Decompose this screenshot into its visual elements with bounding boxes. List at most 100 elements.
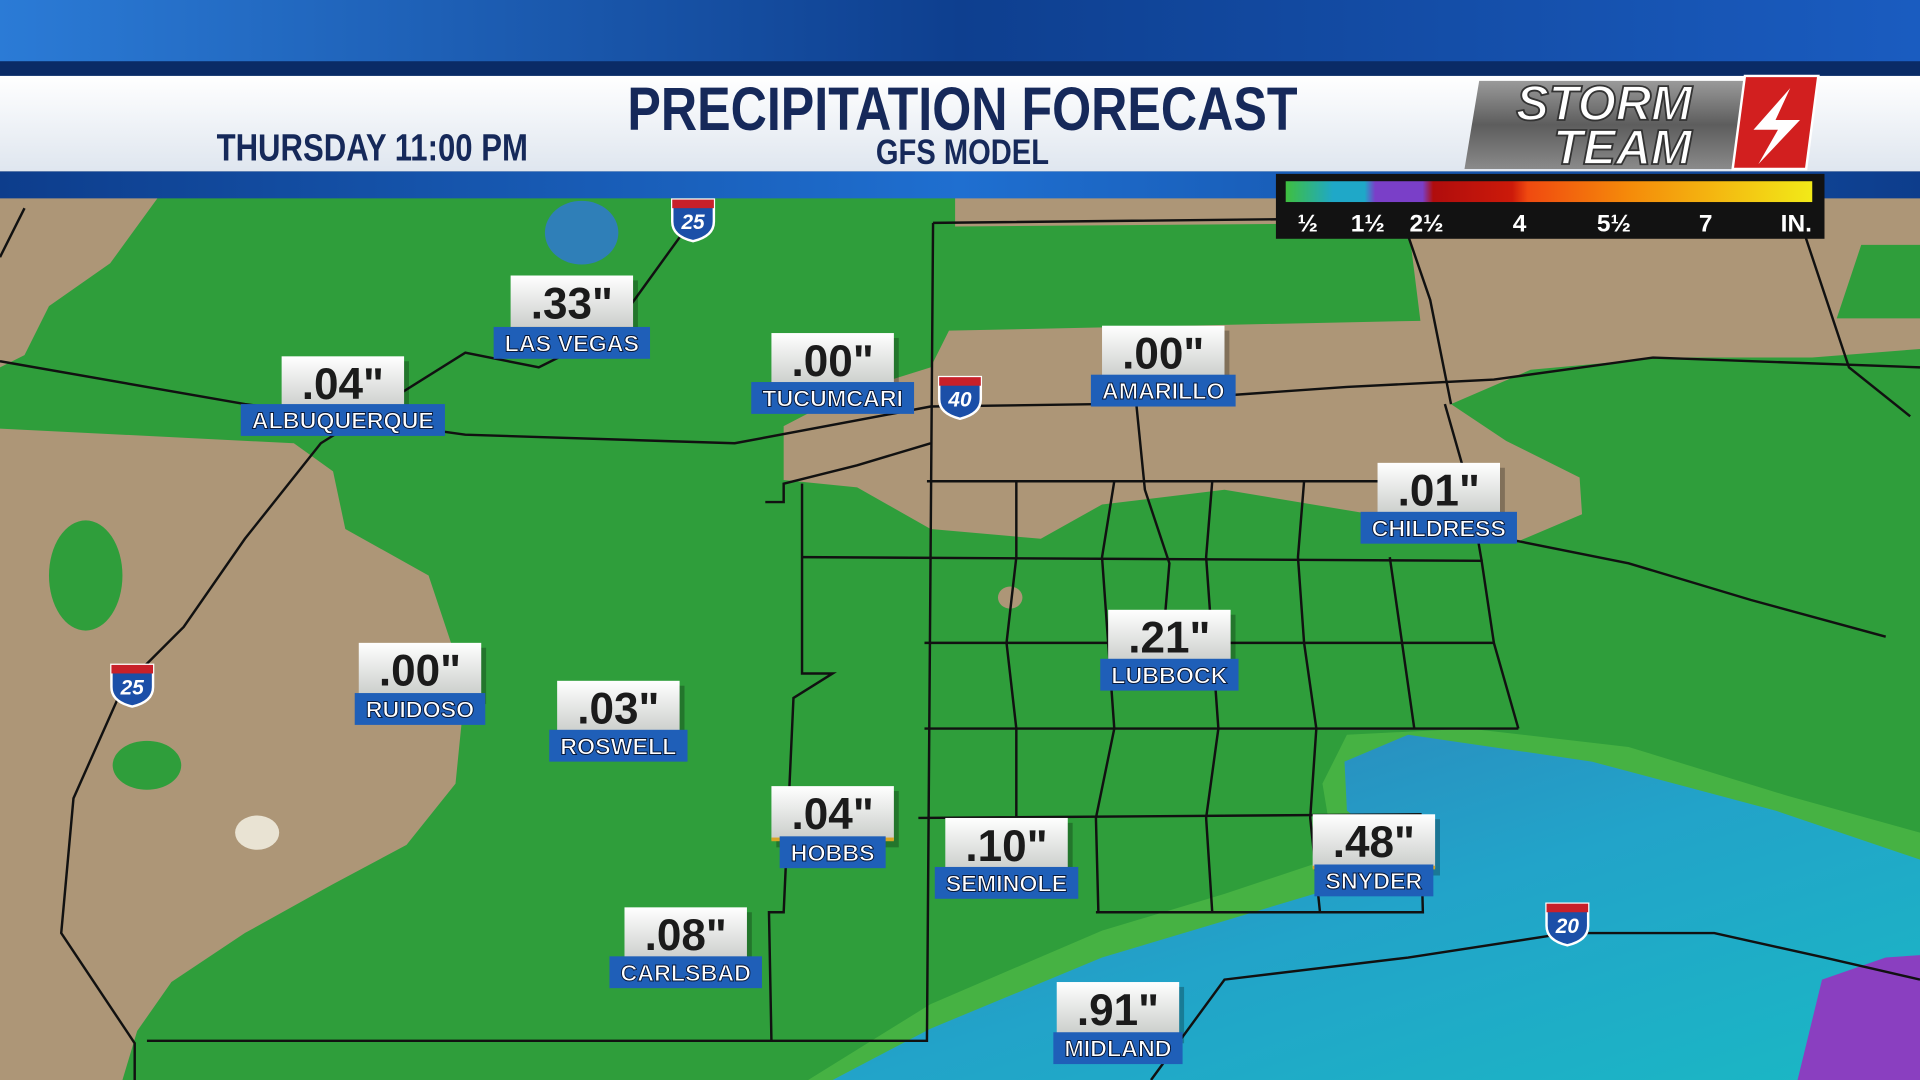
logo-text: STORM (1516, 77, 1693, 131)
amount: .04" (792, 790, 874, 839)
name-box (779, 836, 886, 869)
shield-shape (937, 375, 983, 421)
city-label: .00"TUCUMCARI (751, 333, 915, 414)
shield-shape (1545, 902, 1590, 947)
city-label: .33"LAS VEGAS (493, 275, 651, 359)
amount: .08" (645, 911, 727, 960)
amount: .21" (1128, 614, 1210, 663)
shield-number: 25 (120, 676, 145, 699)
shield-top (939, 377, 981, 386)
heavy-area (1797, 955, 1920, 1080)
logo-plate (1464, 80, 1745, 169)
name-box (493, 326, 651, 359)
amount-box (1377, 462, 1500, 517)
header-band (0, 61, 1920, 76)
city-name: SNYDER (1325, 868, 1422, 894)
logo-text: TEAM (1553, 121, 1693, 175)
name-box (609, 956, 762, 989)
city-label: .04"HOBBS (771, 786, 899, 869)
city-label: .00"RUIDOSO (354, 642, 487, 725)
land-green (112, 740, 182, 790)
amount-box (1108, 609, 1231, 664)
amount-box (510, 275, 634, 330)
logo: STORM TEAM (1464, 74, 1820, 176)
legend-bar (1285, 181, 1813, 203)
city-label: .48"SNYDER (1312, 814, 1440, 897)
name-box (354, 693, 486, 725)
amount: .91" (1077, 986, 1159, 1035)
city-label: .91"MIDLAND (1053, 982, 1185, 1065)
city-label: .21"LUBBOCK (1100, 609, 1239, 691)
forecast-time: THURSDAY 11:00 PM (217, 128, 528, 170)
name-box (1090, 374, 1236, 407)
amount: .48" (1333, 818, 1415, 867)
name-box (549, 729, 688, 762)
amount: .33" (531, 279, 613, 328)
amount-box (945, 817, 1068, 872)
city-name: CHILDRESS (1372, 515, 1506, 541)
city-name: ROSWELL (560, 733, 676, 759)
amount: .04" (302, 360, 384, 409)
shield-top (111, 664, 154, 674)
city-label: .00"AMARILLO (1090, 325, 1236, 407)
title: PRECIPITATION FORECAST (627, 74, 1297, 143)
map (0, 183, 1920, 1080)
amount: .00" (379, 647, 461, 696)
amount-box (624, 907, 747, 962)
city-name: HOBBS (791, 840, 875, 866)
name-box (1314, 864, 1434, 897)
legend-label: 1½ (1351, 210, 1385, 237)
dry-area (0, 195, 160, 368)
amount-box (1102, 325, 1225, 380)
name-box (1360, 511, 1517, 544)
city-name: MIDLAND (1064, 1036, 1171, 1062)
amount-box (1312, 814, 1436, 869)
legend: ½ 1½ 2½ 4 5½ 7 IN. (1275, 173, 1825, 239)
dry-area (997, 586, 1023, 609)
subtitle: GFS MODEL (876, 132, 1049, 171)
amount: .10" (965, 822, 1047, 871)
name-box (751, 382, 915, 414)
city-name: LUBBOCK (1111, 662, 1227, 688)
amount-box (1056, 982, 1180, 1036)
name-box (240, 404, 445, 436)
legend-label: IN. (1781, 210, 1812, 237)
interstate-shield: 25 (110, 663, 155, 708)
legend-label: 5½ (1597, 210, 1631, 237)
amount-box (771, 333, 894, 387)
city-name: AMARILLO (1102, 378, 1225, 404)
name-box (934, 866, 1079, 899)
amount-box (281, 356, 405, 411)
amount: .00" (1122, 330, 1204, 379)
amount: .00" (792, 337, 874, 386)
city-label: .04"ALBUQUERQUE (240, 356, 445, 436)
shield-number: 25 (680, 211, 705, 234)
interstate-shield: 40 (937, 375, 983, 421)
city-labels: .33"LAS VEGAS.04"ALBUQUERQUE.00"TUCUMCAR… (240, 275, 1517, 1065)
shield-top (1546, 903, 1589, 913)
shield-number: 20 (1555, 915, 1580, 938)
city-label: .03"ROSWELL (549, 680, 688, 762)
city-name: RUIDOSO (366, 697, 475, 723)
city-label: .10"SEMINOLE (934, 817, 1079, 899)
city-name: CARLSBAD (620, 960, 750, 986)
city-name: LAS VEGAS (505, 330, 639, 356)
logo-bolt (1753, 88, 1800, 165)
shields: 25 40 25 20 (110, 198, 1590, 947)
shield-top (672, 199, 714, 209)
header: PRECIPITATION FORECAST GFS MODEL THURSDA… (0, 0, 1920, 199)
name-box (1053, 1032, 1183, 1065)
shield-shape (671, 198, 716, 243)
name-box (1100, 658, 1239, 691)
city-name: SEMINOLE (946, 870, 1067, 896)
amount-box (358, 642, 482, 697)
amount-box (557, 680, 680, 735)
amount: .01" (1398, 467, 1480, 516)
city-label: .01"CHILDRESS (1360, 462, 1517, 544)
city-name: ALBUQUERQUE (252, 408, 434, 434)
land-green (48, 520, 123, 631)
shield-number: 40 (947, 389, 972, 412)
legend-label: 2½ (1410, 210, 1444, 237)
amount: .03" (577, 685, 659, 734)
